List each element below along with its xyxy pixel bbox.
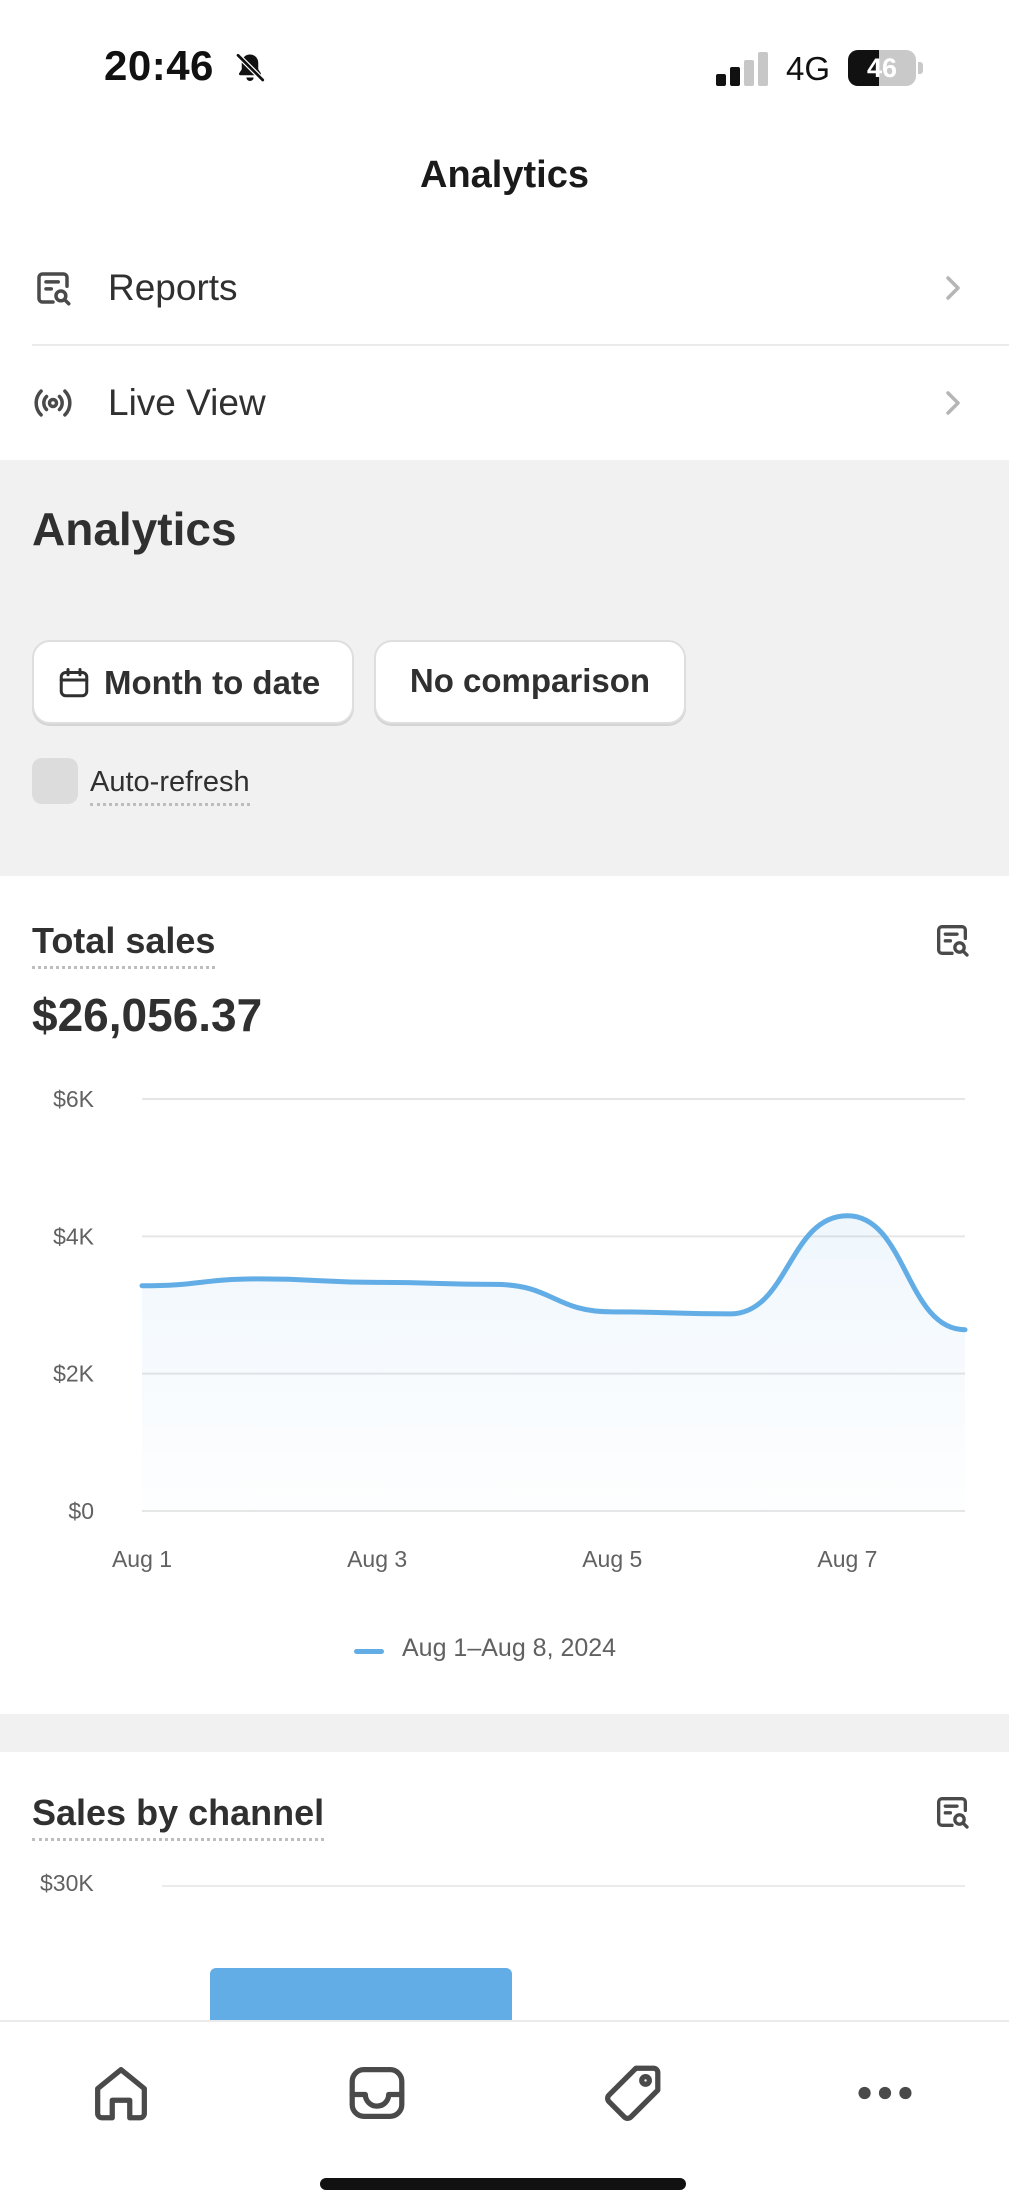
report-search-icon	[37, 272, 71, 306]
nav-divider	[32, 344, 1009, 346]
more-icon[interactable]	[850, 2058, 920, 2128]
y-tick-label: $6K	[53, 1086, 95, 1112]
network-type: 4G	[786, 50, 831, 87]
auto-refresh-checkbox[interactable]	[32, 758, 78, 804]
x-tick-label: Aug 5	[582, 1546, 642, 1572]
data-point[interactable]	[720, 1304, 740, 1324]
total-sales-card: Total sales $26,056.37 $0 $2K $4K $6K Aug 1…	[0, 876, 1009, 1714]
analytics-controls: Analytics Month to date No comparison Au…	[0, 460, 1009, 876]
date-range-button[interactable]: Month to date	[32, 640, 354, 724]
legend-label: Aug 1–Aug 8, 2024	[402, 1634, 617, 1662]
nav-item-reports[interactable]: Reports	[0, 231, 1009, 345]
chevron-right-icon	[946, 276, 960, 300]
broadcast-icon	[34, 389, 72, 417]
x-tick-label: Aug 1	[112, 1546, 172, 1572]
legend-swatch	[354, 1649, 384, 1654]
signal-icon	[716, 52, 768, 86]
data-point[interactable]	[250, 1269, 270, 1289]
total-sales-chart: $0 $2K $4K $6K Aug 1 Aug 3 Aug 5 Aug 7	[53, 1086, 975, 1572]
data-point[interactable]	[602, 1302, 622, 1322]
nav-item-live-view[interactable]: Live View	[0, 346, 1009, 460]
channel-bar[interactable]	[210, 1968, 512, 2022]
data-point[interactable]	[485, 1274, 505, 1294]
y-tick-label: $0	[68, 1498, 94, 1524]
section-heading: Analytics	[32, 503, 237, 555]
products-tag-icon[interactable]	[598, 2058, 668, 2128]
battery-fill	[848, 50, 880, 86]
total-sales-title[interactable]: Total sales	[32, 920, 216, 969]
date-range-label: Month to date	[104, 664, 321, 701]
series-line[interactable]	[139, 1213, 968, 1333]
nav-item-label: Reports	[108, 267, 238, 308]
y-tick-label: $2K	[53, 1361, 95, 1387]
section-separator	[0, 1714, 1009, 1752]
battery-icon: 46	[848, 50, 924, 86]
data-point[interactable]	[955, 1320, 975, 1340]
sales-by-channel-card: Sales by channel $30K	[0, 1752, 1009, 2022]
sales-by-channel-title[interactable]: Sales by channel	[32, 1792, 325, 1841]
comparison-label: No comparison	[409, 662, 651, 699]
nav-item-label: Live View	[108, 382, 266, 423]
x-tick-label: Aug 7	[817, 1546, 877, 1572]
channel-y-tick-label: $30K	[40, 1870, 94, 1896]
chevron-right-icon	[946, 391, 960, 415]
total-sales-value: $26,056.37	[32, 989, 263, 1041]
bottom-tab-bar	[0, 2020, 1009, 2208]
status-bar: 20:46 4G 46	[0, 0, 1009, 140]
page-title: Analytics	[420, 154, 589, 196]
data-point[interactable]	[837, 1206, 857, 1226]
report-search-icon[interactable]	[932, 1792, 972, 1832]
home-indicator	[320, 2178, 686, 2190]
calendar-icon	[59, 668, 89, 698]
x-tick-label: Aug 3	[347, 1546, 407, 1572]
data-point[interactable]	[367, 1272, 387, 1292]
channel-gridline	[162, 1885, 965, 1887]
home-icon[interactable]	[86, 2058, 156, 2128]
report-search-icon[interactable]	[932, 920, 972, 960]
data-point[interactable]	[132, 1276, 152, 1296]
orders-inbox-icon[interactable]	[342, 2058, 412, 2128]
battery-tip	[918, 62, 923, 74]
series-area	[142, 1215, 965, 1511]
y-tick-label: $4K	[53, 1223, 95, 1249]
bell-slash-icon	[235, 52, 266, 83]
status-time: 20:46	[104, 42, 214, 89]
battery-body: 46	[848, 50, 916, 86]
chart-legend: Aug 1–Aug 8, 2024	[0, 1632, 1009, 1672]
comparison-button[interactable]: No comparison	[374, 640, 686, 724]
battery-level: 46	[866, 53, 898, 83]
auto-refresh-label[interactable]: Auto-refresh	[90, 766, 250, 806]
